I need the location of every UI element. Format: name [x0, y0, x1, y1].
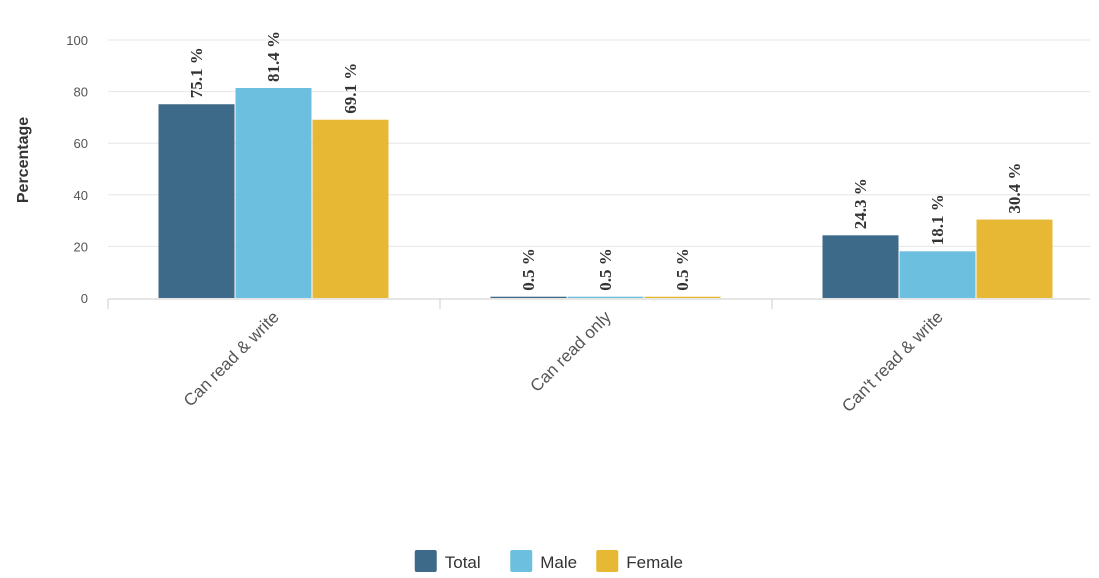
data-labels: 75.1 % 81.4 % 69.1 % 0.5 % 0.5 % 0.5 % 24.3 % 1… — [187, 31, 1024, 291]
bar-male-1 — [567, 296, 644, 298]
bar-female-0 — [312, 119, 389, 298]
y-tick-label: 100 — [66, 33, 88, 48]
bar-female-2 — [976, 219, 1053, 298]
data-label: 18.1 % — [928, 194, 947, 245]
bars — [158, 87, 1053, 298]
data-label: 81.4 % — [264, 31, 283, 82]
category-labels: Can read & write Can read only Can't read … — [180, 307, 947, 416]
bar-female-1 — [644, 296, 721, 298]
y-axis-ticks: 0 20 40 60 80 100 — [66, 33, 88, 306]
legend-item-female[interactable]: Female — [596, 550, 683, 572]
y-tick-label: 20 — [74, 239, 88, 254]
bar-total-1 — [490, 296, 567, 298]
legend-label: Total — [445, 553, 481, 572]
y-axis-title: Percentage — [15, 117, 32, 203]
legend-swatch — [596, 550, 619, 572]
category-label: Can read & write — [180, 307, 283, 410]
y-tick-label: 80 — [74, 85, 88, 100]
data-label: 30.4 % — [1005, 163, 1024, 214]
data-label: 75.1 % — [187, 47, 206, 98]
x-axis — [107, 298, 1090, 309]
bar-total-0 — [158, 104, 235, 298]
bar-male-2 — [899, 251, 976, 298]
legend-item-total[interactable]: Total — [414, 550, 481, 572]
data-label: 0.5 % — [673, 248, 692, 291]
data-label: 0.5 % — [596, 248, 615, 291]
data-label: 0.5 % — [519, 248, 538, 291]
data-label: 69.1 % — [341, 63, 360, 114]
bar-total-2 — [822, 235, 899, 298]
legend[interactable]: Total Male Female — [414, 550, 683, 572]
data-label: 24.3 % — [851, 178, 870, 229]
legend-swatch — [510, 550, 533, 572]
legend-item-male[interactable]: Male — [510, 550, 577, 572]
legend-label: Female — [626, 553, 683, 572]
category-label: Can read only — [527, 307, 616, 396]
y-tick-label: 60 — [74, 136, 88, 151]
bar-male-0 — [235, 87, 312, 298]
y-tick-label: 40 — [74, 188, 88, 203]
category-label: Can't read & write — [838, 307, 947, 416]
y-tick-label: 0 — [81, 291, 88, 306]
legend-swatch — [414, 550, 437, 572]
legend-label: Male — [540, 553, 577, 572]
